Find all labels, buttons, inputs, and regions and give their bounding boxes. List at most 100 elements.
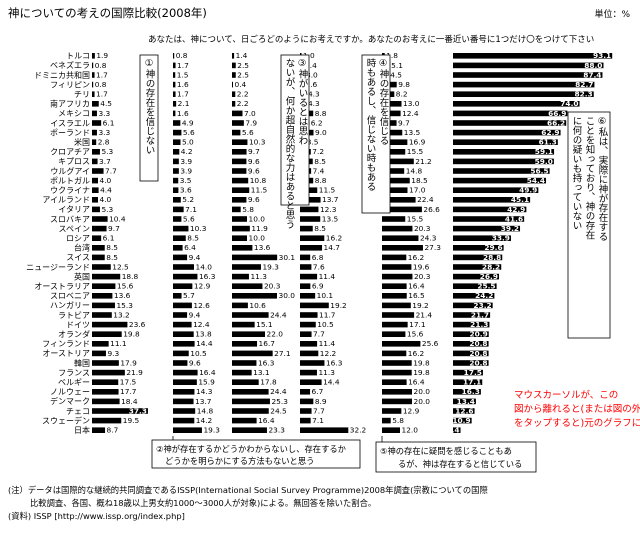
country-label: 英国 — [74, 271, 90, 281]
bar-s3 — [232, 350, 273, 357]
bar-s4 — [300, 389, 311, 395]
bar-s1 — [92, 149, 100, 155]
bar-s6 — [453, 398, 476, 405]
country-label: ベネズエラ — [50, 60, 90, 70]
bar-value-label: 11.5 — [251, 186, 268, 195]
bar-value-label: 1.7 — [96, 90, 108, 99]
bar-value-label: 0.8 — [176, 51, 188, 60]
bar-s1 — [92, 225, 107, 232]
bar-s1 — [92, 158, 98, 165]
bar-s6 — [453, 369, 483, 376]
bar-s5 — [382, 350, 407, 357]
bar-s4 — [300, 312, 318, 318]
country-label: ニュージーランド — [26, 263, 90, 272]
bar-value-label: 12.6 — [455, 406, 473, 415]
footnote: (注）データは国際的な継続的共同調査であるISSP(International … — [8, 484, 636, 523]
bar-value-label: 28.8 — [483, 253, 501, 262]
bar-s3 — [232, 81, 233, 88]
bar-s6 — [453, 389, 481, 395]
bar-value-label: 19.8 — [413, 358, 430, 367]
bar-s5 — [382, 379, 407, 385]
country-label: スイス — [66, 253, 90, 262]
bar-value-label: 18.8 — [122, 272, 139, 281]
bar-value-label: 4.3 — [308, 99, 320, 108]
bar-s1 — [92, 360, 119, 366]
bar-value-label: 12.4 — [402, 109, 419, 118]
bar-s1 — [92, 379, 119, 385]
bar-value-label: 0.4 — [235, 80, 247, 89]
bar-value-label: 8.7 — [107, 426, 119, 435]
bar-value-label: 29.6 — [484, 243, 502, 252]
country-label: ノルウェー — [50, 388, 90, 397]
bar-value-label: 12.4 — [193, 320, 210, 329]
bar-s5 — [382, 158, 414, 165]
bar-value-label: 16.3 — [462, 387, 480, 396]
country-label: キプロス — [58, 157, 90, 166]
chart-area[interactable]: トルコベネズエラドミニカ共和国フィリピンチリ南アフリカメキシコイスラエルポーラン… — [0, 0, 640, 480]
bar-value-label: 10.9 — [452, 416, 470, 425]
bar-s3 — [232, 225, 250, 232]
tooltip-line3: をタップすると)元のグラフに切り替わります — [514, 417, 640, 429]
bar-s6 — [453, 302, 493, 309]
bar-value-label: 7.2 — [312, 147, 324, 156]
bar-value-label: 15.3 — [116, 301, 133, 310]
bar-s1 — [92, 177, 98, 184]
country-label: チェコ — [66, 407, 90, 416]
bar-s3 — [232, 293, 277, 299]
bar-value-label: 12.9 — [194, 282, 211, 291]
bar-s5 — [382, 427, 400, 433]
bar-s5 — [382, 197, 416, 203]
bar-value-label: 25.6 — [422, 339, 439, 348]
bar-value-label: 24.3 — [420, 234, 437, 243]
bar-value-label: 20.0 — [414, 397, 431, 406]
bar-value-label: 12.9 — [403, 406, 420, 415]
bar-s1 — [92, 53, 95, 59]
bar-value-label: 1.6 — [177, 109, 189, 118]
bar-s4 — [300, 302, 329, 309]
bar-value-label: 28.2 — [482, 262, 500, 271]
bar-s2 — [173, 81, 176, 88]
bar-s1 — [92, 120, 102, 126]
bar-value-label: 15.6 — [117, 282, 134, 291]
bar-s6 — [453, 62, 604, 69]
bar-value-label: 7.6 — [313, 262, 325, 271]
country-label: チリ — [74, 90, 90, 99]
bar-value-label: 13.7 — [195, 397, 212, 406]
chart-title: 神についての考えの国際比較(2008年) — [8, 6, 207, 20]
bar-s3 — [232, 341, 258, 347]
bar-value-label: 1.7 — [177, 61, 189, 70]
bar-s5 — [382, 206, 422, 213]
country-label: デンマーク — [50, 396, 90, 406]
bar-s2 — [173, 379, 197, 385]
bar-value-label: 21.3 — [470, 320, 488, 329]
bar-s5 — [382, 331, 406, 337]
bar-value-label: 5.3 — [101, 205, 113, 214]
bar-value-label: 33.9 — [492, 234, 510, 243]
bar-s5 — [382, 341, 421, 347]
bar-value-label: 8.5 — [106, 243, 118, 252]
bar-s3 — [232, 62, 236, 69]
bar-value-label: 1.7 — [96, 70, 108, 79]
bar-s5 — [382, 264, 412, 270]
bar-value-label: 20.8 — [469, 358, 487, 367]
bar-s4 — [300, 264, 312, 270]
bar-value-label: 10.0 — [249, 214, 266, 223]
bar-value-label: 12.6 — [193, 301, 210, 310]
bar-s4 — [300, 408, 312, 414]
bar-s2 — [173, 225, 189, 232]
bar-s5 — [382, 283, 407, 289]
bar-value-label: 16.3 — [326, 358, 343, 367]
bar-s6 — [453, 216, 525, 222]
bar-s3 — [232, 177, 249, 184]
bar-value-label: 16.7 — [259, 339, 276, 348]
bar-s6 — [453, 408, 475, 414]
bar-s4 — [300, 283, 311, 289]
bar-value-label: 3.3 — [98, 109, 110, 118]
bar-s2 — [173, 168, 179, 174]
country-label: メキシコ — [58, 109, 90, 118]
bar-value-label: 23.6 — [129, 320, 146, 329]
bar-value-label: 8.5 — [187, 234, 199, 243]
bar-value-label: 9.6 — [189, 358, 201, 367]
bar-value-label: 3.0 — [306, 70, 318, 79]
bar-value-label: 17.5 — [120, 378, 137, 387]
